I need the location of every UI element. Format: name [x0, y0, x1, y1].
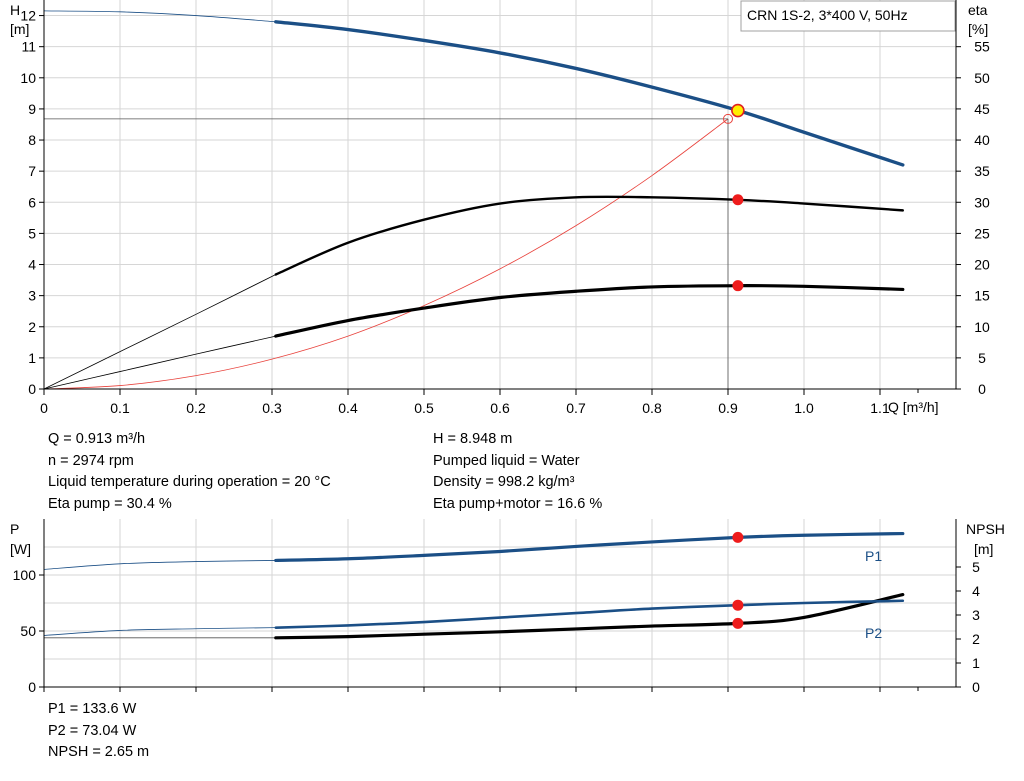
p1-curve [274, 531, 905, 563]
system-curve-end-marker [723, 113, 733, 124]
top-plot-curves [43, 10, 905, 390]
npsh-tick-label: 4 [972, 583, 980, 599]
y2-tick-label: 55 [974, 39, 990, 55]
eta-total-curve-extrapolated [43, 335, 276, 390]
x-tick-label: 0.7 [566, 400, 586, 416]
info-p1: P1 = 133.6 W [48, 701, 137, 717]
y2-tick-label: 0 [978, 381, 986, 397]
x-tick-label: 0.1 [110, 400, 130, 416]
npsh-tick-label: 5 [972, 559, 980, 575]
x-axis-label-q: Q [m³/h] [888, 399, 939, 415]
info-eta-total: Eta pump+motor = 16.6 % [433, 495, 603, 512]
npsh-tick-label: 2 [972, 631, 980, 647]
y-tick-label: 2 [28, 319, 36, 335]
y2-tick-label: 30 [974, 194, 990, 210]
y-tick-label: 1 [28, 350, 36, 366]
y-axis-label-h: H [10, 2, 20, 18]
info-speed: n = 2974 rpm [48, 452, 134, 469]
info-npsh: NPSH = 2.65 m [48, 744, 150, 760]
p1-duty-marker [732, 531, 744, 543]
info-eta-pump: Eta pump = 30.4 % [48, 495, 172, 512]
y-tick-label: 10 [20, 70, 36, 86]
y2-axis-unit-npsh: [m] [974, 541, 993, 557]
bottom-plot-axes: 0 50 100 0 1 2 3 4 5 [13, 519, 980, 695]
y2-tick-label: 50 [974, 70, 990, 86]
y-tick-label: 8 [28, 132, 36, 148]
y-tick-label: 9 [28, 101, 36, 117]
series-label-p1: P1 [865, 548, 882, 564]
p-tick-label: 50 [20, 623, 36, 639]
legend-box: CRN 1S-2, 3*400 V, 50Hz [740, 0, 956, 32]
x-tick-label: 0.6 [490, 400, 510, 416]
p-tick-label: 100 [13, 567, 37, 583]
x-tick-label: 0 [40, 400, 48, 416]
x-tick-label: 0.5 [414, 400, 434, 416]
y2-tick-label: 40 [974, 132, 990, 148]
eta-pump-curve [274, 195, 904, 276]
y2-tick-label: 15 [974, 288, 990, 304]
npsh-curve [274, 593, 905, 640]
y2-tick-label: 45 [974, 101, 990, 117]
x-tick-label: 0.4 [338, 400, 358, 416]
info-p2: P2 = 73.04 W [48, 722, 137, 739]
top-plot-axes: 0 0.1 0.2 0.3 0.4 0.5 0.6 0.7 0.8 0.9 1.0 1.1012345… [20, 0, 990, 416]
head-duty-marker [731, 103, 745, 118]
info-temperature: Liquid temperature during operation = 20… [48, 474, 331, 490]
y2-axis-label-eta: eta [968, 2, 988, 18]
npsh-tick-label: 0 [972, 679, 980, 695]
y-tick-label: 7 [28, 163, 36, 179]
x-tick-label: 0.2 [186, 400, 206, 416]
x-tick-label: 0.3 [262, 400, 282, 416]
p2-curve [274, 599, 905, 629]
y-tick-label: 4 [28, 257, 36, 273]
p1-curve-extrapolated [43, 560, 276, 570]
legend-label: CRN 1S-2, 3*400 V, 50Hz [747, 7, 908, 23]
eta-total-duty-marker [732, 280, 744, 292]
head-curve [274, 20, 905, 167]
y2-axis-label-npsh: NPSH [966, 521, 1005, 537]
info-head: H = 8.948 m [433, 431, 513, 447]
y-tick-label: 0 [28, 381, 36, 397]
p-tick-label: 0 [28, 679, 36, 695]
power-info: P1 = 133.6 W P2 = 73.04 W NPSH = 2.65 m [48, 699, 149, 764]
npsh-duty-marker [732, 617, 744, 629]
eta-total-curve [274, 284, 905, 338]
y-axis-unit-h: [m] [10, 21, 29, 37]
y-axis-label-p: P [10, 521, 19, 537]
y-tick-label: 3 [28, 288, 36, 304]
y2-axis-unit-eta: [%] [968, 21, 988, 37]
x-tick-label: 0.8 [642, 400, 662, 416]
y-tick-label: 6 [28, 194, 36, 210]
operating-info-right: H = 8.948 m Pumped liquid = Water Densit… [433, 429, 602, 515]
y2-tick-label: 35 [974, 163, 990, 179]
x-tick-label: 1.0 [794, 400, 814, 416]
y2-tick-label: 5 [978, 350, 986, 366]
p2-duty-marker [732, 599, 744, 611]
series-label-p2: P2 [865, 625, 882, 641]
y-tick-label: 12 [20, 8, 36, 24]
x-tick-label: 1.1 [870, 400, 890, 416]
x-tick-label: 0.9 [718, 400, 738, 416]
operating-info-left: Q = 0.913 m³/h n = 2974 rpm Liquid tempe… [48, 429, 331, 515]
y-axis-unit-p: [W] [10, 541, 31, 557]
info-density: Density = 998.2 kg/m³ [433, 474, 575, 490]
y2-tick-label: 10 [974, 319, 990, 335]
y2-tick-label: 25 [974, 225, 990, 241]
eta-pump-duty-marker [732, 194, 744, 206]
eta-pump-curve-extrapolated [43, 274, 276, 390]
info-flow: Q = 0.913 m³/h [48, 431, 146, 447]
npsh-tick-label: 1 [972, 655, 980, 671]
top-plot-grid [44, 0, 956, 389]
y-tick-label: 11 [21, 39, 36, 55]
npsh-tick-label: 3 [972, 607, 980, 623]
head-curve-extrapolated [43, 10, 276, 23]
y2-tick-label: 20 [974, 257, 990, 273]
info-liquid: Pumped liquid = Water [433, 452, 580, 469]
p2-curve-extrapolated [43, 627, 276, 636]
bottom-plot-curves [43, 531, 905, 640]
system-curve [43, 118, 729, 390]
y-tick-label: 5 [28, 225, 36, 241]
